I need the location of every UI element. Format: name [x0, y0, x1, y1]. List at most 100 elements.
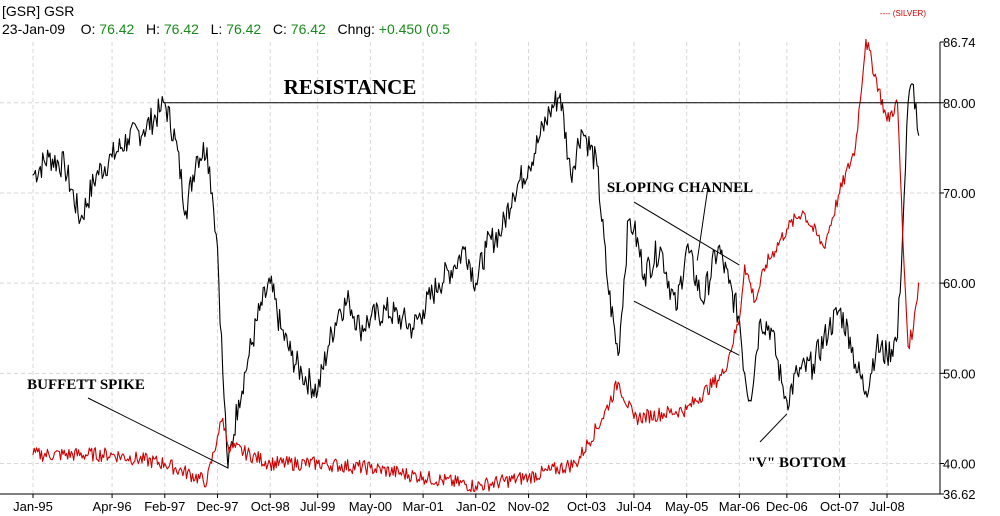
x-tick-label: Jul-99	[300, 499, 335, 514]
v-bottom-pointer	[759, 413, 788, 443]
data-point	[369, 318, 371, 320]
data-point	[248, 354, 250, 356]
data-point	[411, 327, 414, 329]
data-point	[164, 462, 166, 465]
data-point	[585, 138, 588, 140]
data-point	[237, 399, 240, 401]
data-point	[770, 327, 772, 329]
data-point	[385, 309, 387, 311]
data-point	[485, 246, 487, 248]
close-value: 76.42	[290, 21, 326, 37]
data-point	[259, 309, 261, 311]
y-tick-label: 60.00	[943, 276, 976, 291]
data-point	[659, 246, 661, 248]
data-point	[875, 345, 878, 347]
data-point	[918, 282, 920, 284]
data-point	[633, 228, 635, 230]
data-point	[728, 282, 730, 284]
y-tick-label: 70.00	[943, 186, 976, 201]
data-point	[174, 138, 176, 140]
data-point	[744, 372, 746, 374]
data-point	[765, 264, 767, 266]
x-tick-label: Oct-03	[567, 499, 606, 514]
data-point	[32, 174, 34, 176]
data-point	[854, 147, 856, 149]
data-point	[464, 246, 466, 248]
data-point	[802, 210, 804, 212]
channel-pointer-line	[696, 188, 709, 261]
data-point	[633, 417, 635, 420]
data-point	[206, 480, 208, 483]
x-tick-label: Jan-02	[456, 499, 496, 514]
x-tick-label: Apr-96	[93, 499, 132, 514]
data-point	[158, 111, 161, 113]
data-point	[195, 156, 198, 158]
data-point	[280, 327, 282, 329]
data-point	[48, 156, 50, 158]
x-tick-label: May-00	[349, 499, 392, 514]
data-point	[422, 476, 424, 478]
high-value: 76.42	[163, 21, 199, 37]
data-point	[369, 467, 371, 469]
x-tick-label: Dec-06	[766, 499, 808, 514]
data-point	[338, 309, 340, 311]
x-tick-label: Jan-95	[13, 499, 53, 514]
data-point	[701, 300, 704, 302]
x-tick-label: Jul-04	[616, 499, 651, 514]
high-label: H:	[146, 21, 160, 37]
data-point	[290, 354, 292, 356]
data-point	[786, 399, 788, 401]
x-tick-label: May-05	[665, 499, 708, 514]
data-point	[717, 246, 719, 248]
data-point	[786, 228, 788, 230]
data-point	[596, 165, 598, 167]
data-point	[675, 309, 677, 311]
data-point	[570, 174, 572, 176]
data-point	[222, 372, 224, 374]
v-bottom-label: "V" BOTTOM	[748, 455, 846, 471]
data-point	[780, 381, 783, 383]
data-point	[527, 165, 530, 167]
data-point	[527, 476, 530, 478]
y-tick-label: 36.62	[943, 487, 976, 502]
y-tick-label: 80.00	[943, 96, 976, 111]
data-point	[301, 372, 303, 374]
data-point	[865, 390, 867, 392]
low-value: 76.42	[226, 21, 262, 37]
buffett-pointer	[87, 397, 229, 469]
y-tick-label: 50.00	[943, 366, 976, 381]
data-point	[912, 84, 914, 86]
data-point	[865, 39, 867, 41]
data-point	[907, 345, 909, 347]
data-point	[617, 354, 619, 356]
data-point	[222, 417, 224, 420]
data-point	[269, 462, 271, 465]
data-point	[538, 138, 540, 140]
data-point	[216, 435, 219, 438]
data-point	[643, 273, 646, 275]
data-point	[886, 354, 888, 356]
x-tick-label: Oct-98	[251, 499, 290, 514]
data-point	[317, 390, 319, 392]
data-point	[79, 219, 82, 221]
data-point	[64, 165, 66, 167]
sloping-channel-label: SLOPING CHANNEL	[607, 180, 753, 196]
data-point	[686, 408, 688, 411]
data-point	[628, 219, 630, 221]
y-tick-label: 86.74	[943, 35, 976, 50]
resistance-label: RESISTANCE	[284, 75, 417, 99]
data-point	[912, 327, 914, 329]
open-label: O:	[80, 21, 96, 37]
x-tick-label: Mar-06	[719, 499, 760, 514]
change-value: +0.450 (0.5	[378, 21, 450, 37]
data-point	[501, 228, 503, 230]
low-label: L:	[210, 21, 223, 37]
data-point	[744, 264, 746, 266]
data-point	[838, 192, 841, 194]
data-point	[838, 309, 841, 311]
channel-upper-line	[633, 201, 740, 266]
data-point	[559, 93, 561, 95]
channel-lower-line	[633, 300, 740, 356]
x-tick-label: Mar-01	[403, 499, 444, 514]
data-point	[227, 444, 229, 447]
